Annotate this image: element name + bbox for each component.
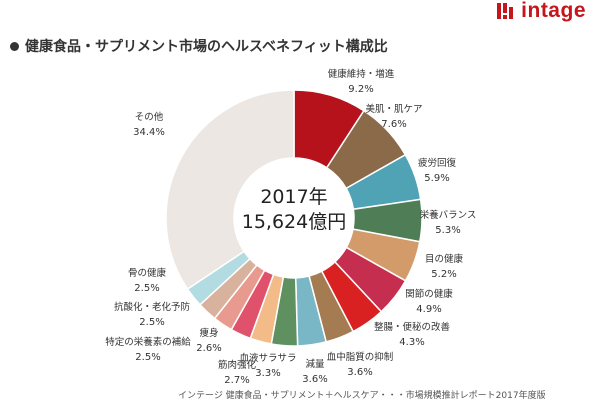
bullet-icon xyxy=(10,41,19,51)
slice-value-13: 2.5% xyxy=(135,352,160,363)
slice-value-4: 5.3% xyxy=(435,225,460,236)
slice-value-10: 3.3% xyxy=(255,368,280,379)
slice-label-8: 血中脂質の抑制 xyxy=(327,351,394,363)
slice-label-1: 健康維持・増進 xyxy=(328,68,395,80)
slice-label-5: 目の健康 xyxy=(425,253,464,265)
slice-value-15: 2.5% xyxy=(134,283,159,294)
slice-label-13: 特定の栄養素の補給 xyxy=(105,336,191,348)
brand-logo: intage xyxy=(495,0,586,22)
slice-value-2: 7.6% xyxy=(381,119,406,130)
slice-label-2: 美肌・肌ケア xyxy=(365,103,422,115)
slice-label-7: 整腸・便秘の改善 xyxy=(374,321,451,333)
slice-label-9: 減量 xyxy=(305,358,325,370)
slice-value-9: 3.6% xyxy=(302,374,327,385)
footnote: インテージ 健康食品・サプリメント＋ヘルスケア・・・市場規模推計レポート2017… xyxy=(178,391,546,401)
slice-value-12: 2.6% xyxy=(196,343,221,354)
slice-value-5: 5.2% xyxy=(431,269,456,280)
chart-title-row: 健康食品・サプリメント市場のヘルスベネフィット構成比 xyxy=(10,36,388,56)
slice-label-14: 抗酸化・老化予防 xyxy=(114,301,191,313)
slice-label-12: 痩身 xyxy=(199,327,218,339)
chart-title: 健康食品・サプリメント市場のヘルスベネフィット構成比 xyxy=(25,39,388,55)
slice-label-15: 骨の健康 xyxy=(128,267,167,279)
logo-mark-icon xyxy=(497,3,514,19)
slice-label-10: 血液サラサラ xyxy=(239,352,296,364)
slice-value-6: 4.9% xyxy=(416,304,441,315)
slice-label-6: 関節の健康 xyxy=(405,288,453,300)
slice-value-16: 34.4% xyxy=(133,127,165,138)
slice-label-3: 疲労回復 xyxy=(418,157,457,169)
brand-name: intage xyxy=(521,0,586,22)
slice-value-1: 9.2% xyxy=(348,84,373,95)
slice-16 xyxy=(165,89,295,291)
slice-value-14: 2.5% xyxy=(139,317,164,328)
slice-label-16: その他 xyxy=(135,111,164,123)
center-total: 15,624億円 xyxy=(242,211,346,233)
slice-value-8: 3.6% xyxy=(347,367,372,378)
center-year: 2017年 xyxy=(260,186,327,208)
slice-label-4: 栄養バランス xyxy=(420,209,477,221)
slice-value-3: 5.9% xyxy=(424,173,449,184)
slice-label-11: 筋肉強化 xyxy=(218,359,257,371)
slice-value-11: 2.7% xyxy=(224,375,249,386)
slice-value-7: 4.3% xyxy=(399,337,424,348)
